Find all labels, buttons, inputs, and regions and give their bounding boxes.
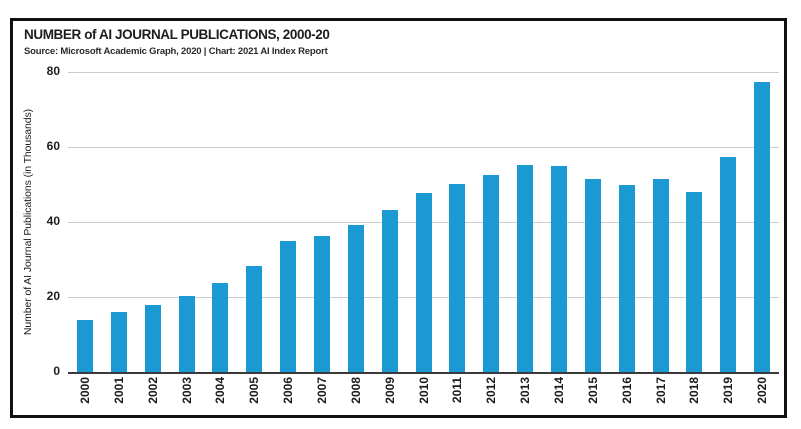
bar-2006 xyxy=(280,240,297,372)
x-tick-label-2006: 2006 xyxy=(281,377,296,404)
x-tick-label-2019: 2019 xyxy=(721,377,736,404)
y-tick-label-80: 80 xyxy=(46,64,60,78)
gridline-60 xyxy=(68,146,779,148)
x-tick-label-2004: 2004 xyxy=(213,377,228,404)
x-tick-label-2020: 2020 xyxy=(755,377,770,404)
bar-2019 xyxy=(720,156,737,372)
chart-subtitle: Source: Microsoft Academic Graph, 2020 |… xyxy=(24,46,328,57)
bar-2000 xyxy=(76,319,93,372)
x-tick-label-2011: 2011 xyxy=(450,377,465,404)
bar-2015 xyxy=(584,179,601,372)
chart-frame: NUMBER of AI JOURNAL PUBLICATIONS, 2000-… xyxy=(10,18,787,418)
bar-2017 xyxy=(652,179,669,372)
x-tick-label-2012: 2012 xyxy=(484,377,499,404)
x-tick-label-2017: 2017 xyxy=(653,377,668,404)
bar-2009 xyxy=(381,209,398,372)
y-tick-label-0: 0 xyxy=(53,364,60,378)
bar-2008 xyxy=(347,224,364,372)
bar-2003 xyxy=(178,295,195,372)
bar-2004 xyxy=(212,283,229,372)
x-tick-label-2005: 2005 xyxy=(247,377,262,404)
x-tick-label-2001: 2001 xyxy=(111,377,126,404)
x-tick-label-2008: 2008 xyxy=(348,377,363,404)
x-tick-label-2007: 2007 xyxy=(314,377,329,404)
bar-2001 xyxy=(110,312,127,372)
bar-2010 xyxy=(415,192,432,372)
gridline-80 xyxy=(68,71,779,73)
x-tick-label-2018: 2018 xyxy=(687,377,702,404)
bar-2007 xyxy=(313,235,330,372)
x-tick-label-2009: 2009 xyxy=(382,377,397,404)
x-tick-label-2010: 2010 xyxy=(416,377,431,404)
y-tick-label-40: 40 xyxy=(46,214,60,228)
x-tick-label-2002: 2002 xyxy=(145,377,160,404)
x-tick-label-2014: 2014 xyxy=(551,377,566,404)
plot-area: 0 20 40 60 80 2000 2001 2002 2003 2004 2005 2006 200… xyxy=(47,64,779,404)
x-tick-label-2000: 2000 xyxy=(77,377,92,404)
x-tick-label-2016: 2016 xyxy=(619,377,634,404)
bar-2005 xyxy=(246,265,263,372)
bar-2011 xyxy=(449,183,466,372)
y-tick-label-60: 60 xyxy=(46,139,60,153)
bar-2016 xyxy=(618,184,635,372)
chart-title: NUMBER of AI JOURNAL PUBLICATIONS, 2000-… xyxy=(24,27,330,42)
bar-2014 xyxy=(550,166,567,372)
x-tick-label-2013: 2013 xyxy=(518,377,533,404)
x-tick-label-2015: 2015 xyxy=(585,377,600,404)
bar-2013 xyxy=(517,164,534,372)
bar-2020 xyxy=(754,81,771,372)
x-tick-label-2003: 2003 xyxy=(179,377,194,404)
y-tick-label-20: 20 xyxy=(46,289,60,303)
bar-2002 xyxy=(144,304,161,372)
bar-2012 xyxy=(483,174,500,372)
bar-2018 xyxy=(686,192,703,372)
